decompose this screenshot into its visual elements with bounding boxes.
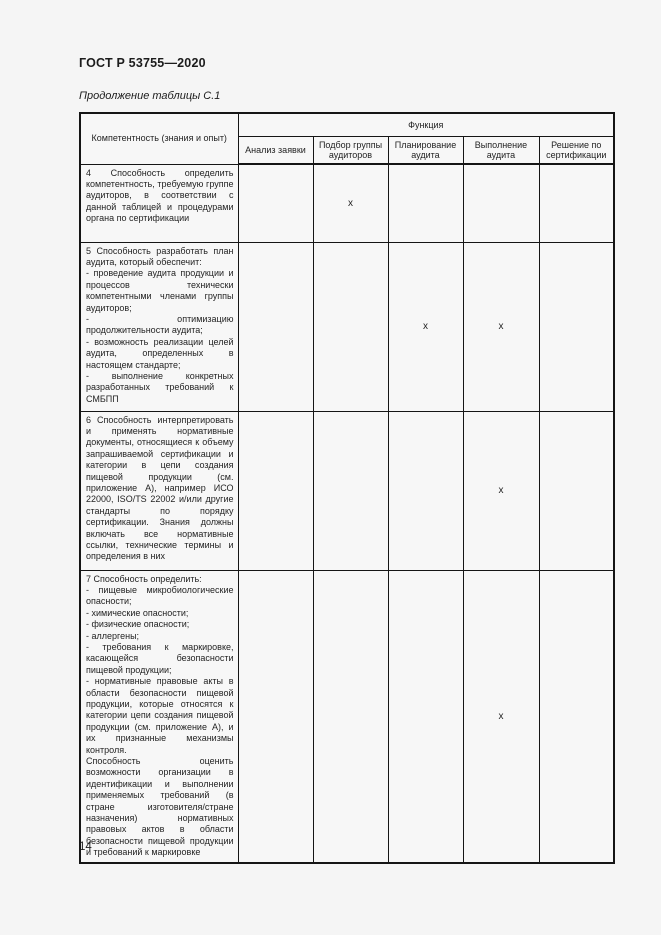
competence-column-header: Компетентность (знания и опыт) xyxy=(79,112,239,165)
header-row-sub: Анализ заявки Подбор группы аудиторов Пл… xyxy=(80,136,615,165)
competence-table: Компетентность (знания и опыт) Функция А… xyxy=(79,112,616,864)
page-number: 14 xyxy=(79,841,92,853)
competence-cell: 4 Способность определить компетентность,… xyxy=(79,163,239,243)
mark-cell xyxy=(538,410,615,571)
competence-cell: 5 Способность разработать план аудита, к… xyxy=(79,241,239,412)
mark-cell: х xyxy=(462,241,540,412)
mark-cell xyxy=(312,569,389,864)
mark-cell: х xyxy=(462,569,540,864)
mark-cell xyxy=(387,163,464,243)
table-row: 4 Способность определить компетентность,… xyxy=(79,163,615,243)
mark-cell xyxy=(387,569,464,864)
table-body: 4 Способность определить компетентность,… xyxy=(79,163,615,864)
mark-cell xyxy=(538,569,615,864)
mark-cell xyxy=(237,410,314,571)
column-header-analiz-zayavki: Анализ заявки xyxy=(237,136,314,165)
mark-cell xyxy=(237,241,314,412)
mark-cell xyxy=(312,241,389,412)
column-header-vypolnenie: Выполнение аудита xyxy=(462,136,540,165)
mark-cell: х xyxy=(312,163,389,243)
mark-cell xyxy=(387,410,464,571)
column-header-reshenie: Решение по сертификации xyxy=(538,136,615,165)
competence-cell: 7 Способность определить: - пищевые микр… xyxy=(79,569,239,864)
column-header-planirovanie: Планирование аудита xyxy=(387,136,464,165)
mark-cell: х xyxy=(387,241,464,412)
header-row-top: Компетентность (знания и опыт) Функция xyxy=(79,112,615,165)
mark-cell xyxy=(312,410,389,571)
column-header-podbor-gruppy: Подбор группы аудиторов xyxy=(312,136,389,165)
competence-cell: 6 Способность интерпретировать и применя… xyxy=(79,410,239,571)
mark-cell: х xyxy=(462,410,540,571)
function-group-header: Функция xyxy=(237,112,615,137)
table-row: 7 Способность определить: - пищевые микр… xyxy=(79,569,615,864)
table-row: 5 Способность разработать план аудита, к… xyxy=(79,241,615,412)
mark-cell xyxy=(462,163,540,243)
table-header: Компетентность (знания и опыт) Функция А… xyxy=(79,112,615,165)
mark-cell xyxy=(237,163,314,243)
mark-cell xyxy=(538,163,615,243)
mark-cell xyxy=(237,569,314,864)
doc-number: ГОСТ Р 53755—2020 xyxy=(79,56,206,70)
table-caption: Продолжение таблицы С.1 xyxy=(79,90,221,102)
table-row: 6 Способность интерпретировать и применя… xyxy=(79,410,615,571)
mark-cell xyxy=(538,241,615,412)
